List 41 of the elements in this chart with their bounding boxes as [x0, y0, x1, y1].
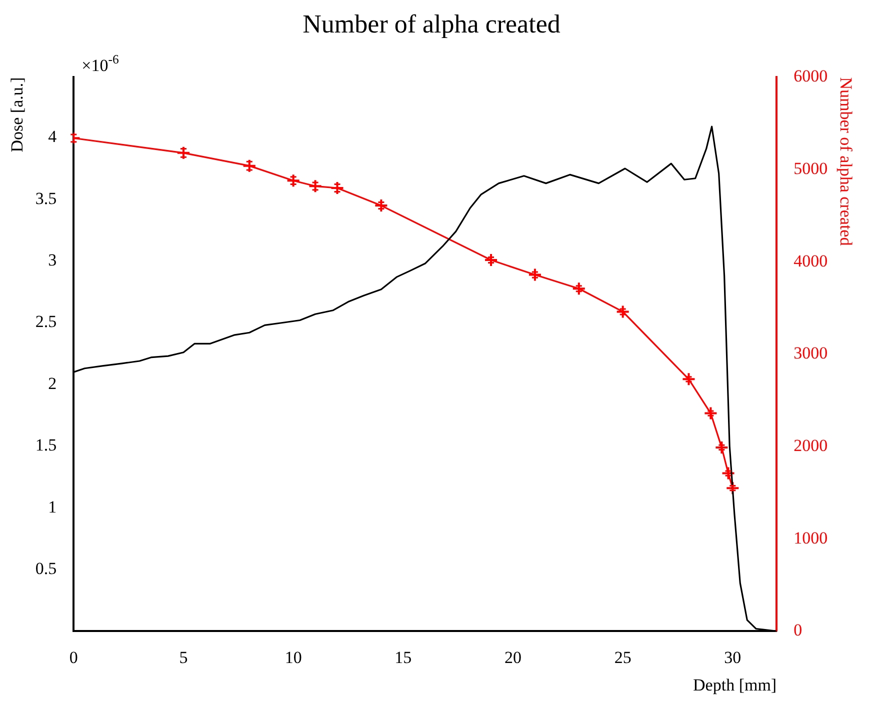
- x-tick-label: 30: [724, 648, 742, 667]
- point: [572, 282, 586, 296]
- y-tick-label: 0.5: [35, 558, 57, 578]
- x-tick-label: 0: [69, 648, 78, 667]
- point: [704, 406, 718, 420]
- point: [616, 304, 630, 319]
- y2-tick-label: 4000: [794, 251, 828, 270]
- y-tick-label: 3.5: [35, 188, 57, 208]
- y2-tick-label: 6000: [794, 66, 828, 86]
- y-axis-title: Dose [a.u.]: [8, 77, 27, 152]
- x-tick-label: 15: [394, 648, 412, 667]
- y2-tick-label: 1000: [794, 528, 828, 548]
- y-tick-label: 3: [48, 250, 57, 270]
- chart-title: Number of alpha created: [302, 9, 560, 38]
- x-tick-label: 20: [504, 648, 522, 667]
- point: [330, 181, 344, 195]
- point: [176, 146, 190, 160]
- y2-axis-title: Number of alpha created: [836, 77, 856, 246]
- point: [374, 198, 388, 213]
- y2-tick-label: 2000: [794, 436, 828, 455]
- y-tick-label: 2: [48, 374, 57, 393]
- y-tick-label: 4: [48, 127, 58, 146]
- point: [528, 268, 542, 282]
- point: [721, 466, 736, 480]
- y2-tick-label: 5000: [794, 159, 828, 178]
- x-tick-label: 5: [179, 648, 188, 667]
- point: [682, 372, 696, 386]
- point: [286, 174, 300, 188]
- y2-tick-label: 0: [794, 620, 802, 640]
- point: [726, 481, 740, 496]
- point: [484, 253, 498, 268]
- x-tick-label: 25: [614, 648, 632, 667]
- point: [714, 440, 729, 454]
- y-tick-label: 1.5: [35, 436, 57, 455]
- point: [308, 179, 322, 194]
- y2-tick-label: 3000: [794, 344, 828, 363]
- x-tick-label: 10: [284, 648, 302, 667]
- y-tick-label: 2.5: [35, 312, 57, 332]
- y-tick-label: 1: [48, 497, 57, 516]
- x-axis-title: Depth [mm]: [693, 675, 777, 694]
- point: [242, 158, 256, 173]
